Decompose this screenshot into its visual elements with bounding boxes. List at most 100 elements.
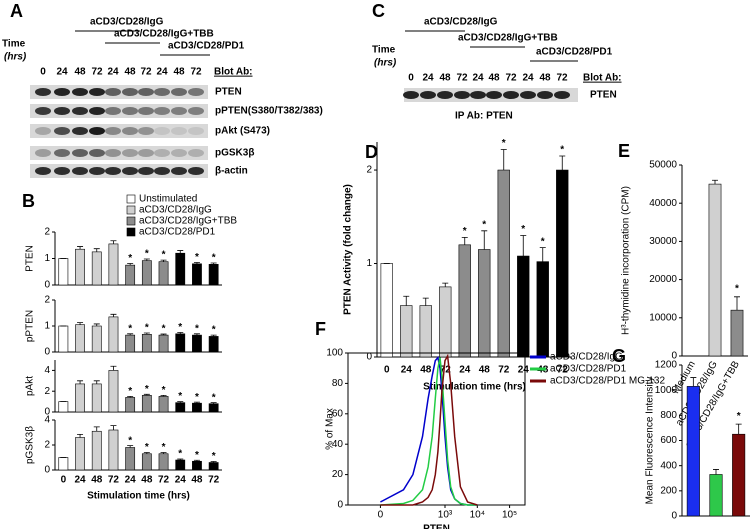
bar — [208, 462, 219, 471]
legend-label: Unstimulated — [139, 194, 197, 205]
bar — [58, 258, 69, 286]
blot-band — [54, 107, 70, 115]
blot-band — [138, 107, 154, 115]
bar — [686, 386, 700, 517]
blot-band — [486, 91, 502, 99]
y-tick-label: 20 — [332, 469, 344, 480]
bar — [125, 264, 136, 286]
x-tick-label: 10⁴ — [470, 510, 485, 521]
time-label: Time — [2, 39, 26, 50]
y-axis-label: PTEN Activity (fold change) — [343, 184, 354, 315]
x-tick-label: 72 — [557, 365, 569, 376]
y-tick-label: 80 — [332, 378, 344, 389]
significance-star: * — [145, 249, 149, 260]
bar — [709, 474, 723, 517]
legend-label: aCD3/CD28/PD1 — [139, 227, 216, 238]
blot-band — [54, 149, 70, 157]
x-tick-label: 0 — [378, 510, 384, 521]
significance-star: * — [162, 324, 166, 335]
blot-band — [122, 107, 138, 115]
bar — [91, 383, 102, 413]
significance-star: * — [145, 323, 149, 334]
y-tick-label: 4 — [44, 365, 50, 376]
bar — [58, 325, 69, 353]
bar — [419, 305, 432, 358]
y-tick-label: 2 — [44, 227, 50, 238]
time-tick: 72 — [91, 67, 103, 78]
y-tick-label: 0 — [44, 347, 50, 358]
bar — [141, 334, 152, 353]
blot-band — [72, 149, 88, 157]
y-tick-label: 0 — [671, 511, 677, 522]
time-tick: 0 — [40, 67, 46, 78]
significance-star: * — [737, 411, 741, 422]
significance-star: * — [735, 283, 739, 294]
bar — [497, 169, 510, 358]
error-bar — [77, 433, 84, 438]
x-axis-label: PTEN — [423, 524, 450, 529]
y-axis-label: pPTEN — [25, 310, 36, 342]
time-tick: 48 — [488, 73, 500, 84]
blot-band — [454, 91, 470, 99]
blot-band — [138, 167, 154, 175]
bar — [439, 286, 452, 358]
time-tick: 72 — [556, 73, 568, 84]
blot-row-label: pPTEN(S380/T382/383) — [215, 106, 323, 117]
blot-band — [188, 107, 204, 115]
blot-band — [503, 91, 519, 99]
y-tick-label: 2 — [44, 386, 50, 397]
significance-star: * — [195, 450, 199, 461]
blot-band — [35, 149, 51, 157]
bar — [108, 243, 119, 286]
blot-band — [122, 149, 138, 157]
bar — [175, 459, 186, 471]
blot-row-label: PTEN — [590, 90, 617, 101]
significance-star: * — [502, 138, 506, 149]
blot-band — [35, 107, 51, 115]
error-bar — [690, 377, 697, 387]
x-tick-label: 24 — [518, 365, 530, 376]
blot-band — [89, 88, 105, 96]
y-tick-label: 1 — [44, 253, 50, 264]
blot-band — [154, 167, 170, 175]
error-bar — [210, 402, 217, 404]
blot-band — [138, 149, 154, 157]
error-bar — [735, 423, 742, 435]
y-tick-label: 1 — [366, 258, 372, 269]
error-bar — [127, 445, 134, 448]
y-tick-label: 800 — [660, 410, 677, 421]
x-tick-label: 72 — [498, 365, 510, 376]
legend-swatch — [126, 216, 136, 226]
blot-band — [54, 167, 70, 175]
significance-star: * — [482, 219, 486, 230]
x-tick-label: 72 — [208, 475, 220, 486]
significance-star: * — [521, 224, 525, 235]
bar — [208, 403, 219, 413]
time-tick: 48 — [439, 73, 451, 84]
time-tick: 72 — [456, 73, 468, 84]
significance-star: * — [212, 392, 216, 403]
time-tick: 24 — [422, 73, 434, 84]
significance-star: * — [128, 386, 132, 397]
blot-band — [72, 167, 88, 175]
time-tick: 72 — [190, 67, 202, 78]
significance-star: * — [145, 442, 149, 453]
blot-band — [154, 107, 170, 115]
bar — [192, 334, 202, 353]
panel-label: B — [22, 191, 35, 211]
significance-star: * — [212, 325, 216, 336]
y-tick-label: 0 — [44, 465, 50, 476]
error-bar — [93, 380, 100, 384]
blot-band — [105, 149, 121, 157]
blot-band — [188, 127, 204, 135]
error-bar — [143, 393, 150, 396]
error-bar — [127, 396, 134, 398]
legend-label: aCD3/CD28/IgG — [550, 352, 623, 363]
time-label: Time — [372, 45, 396, 56]
bar — [108, 370, 119, 413]
x-tick-label: 48 — [141, 475, 153, 486]
significance-star: * — [178, 449, 182, 460]
blot-band — [171, 107, 187, 115]
x-tick-label: 24 — [175, 475, 187, 486]
